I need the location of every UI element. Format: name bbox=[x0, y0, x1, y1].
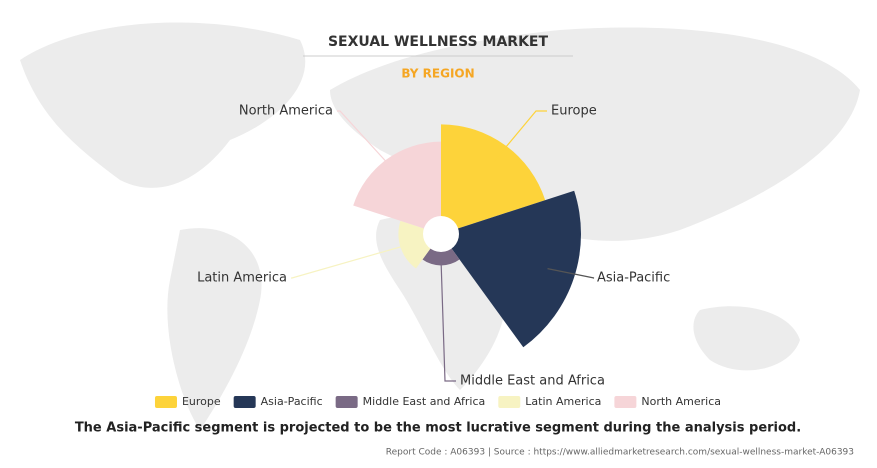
source: Report Code : A06393 | Source : https://… bbox=[386, 448, 854, 458]
leader-line bbox=[440, 259, 456, 382]
polar-segment bbox=[353, 141, 441, 234]
legend-swatch bbox=[498, 396, 521, 408]
segment-label: Latin America bbox=[197, 271, 287, 286]
legend-swatch bbox=[614, 396, 637, 408]
segment-label: Middle East and Africa bbox=[460, 374, 605, 389]
chart-subtitle: BY REGION bbox=[401, 67, 474, 81]
polar-segment bbox=[441, 124, 546, 234]
segment-label: Europe bbox=[551, 104, 597, 119]
leader-line bbox=[492, 110, 547, 164]
legend-label: North America bbox=[641, 395, 721, 408]
caption: The Asia-Pacific segment is projected to… bbox=[75, 421, 801, 436]
segment-label: Asia-Pacific bbox=[597, 271, 670, 286]
leader-line bbox=[291, 243, 409, 279]
leader-line bbox=[547, 268, 595, 279]
chart-title: SEXUAL WELLNESS MARKET bbox=[328, 34, 549, 50]
legend-label: Middle East and Africa bbox=[363, 395, 486, 408]
legend-swatch bbox=[154, 396, 177, 408]
segment-label: North America bbox=[239, 104, 333, 119]
legend-swatch bbox=[335, 396, 358, 408]
legend-label: Asia-Pacific bbox=[261, 395, 323, 408]
legend-swatch bbox=[233, 396, 256, 408]
center-hole bbox=[423, 216, 459, 252]
leader-line bbox=[337, 110, 399, 175]
polar-segment bbox=[441, 190, 581, 348]
legend-label: Latin America bbox=[525, 395, 601, 408]
legend-label: Europe bbox=[182, 395, 221, 408]
